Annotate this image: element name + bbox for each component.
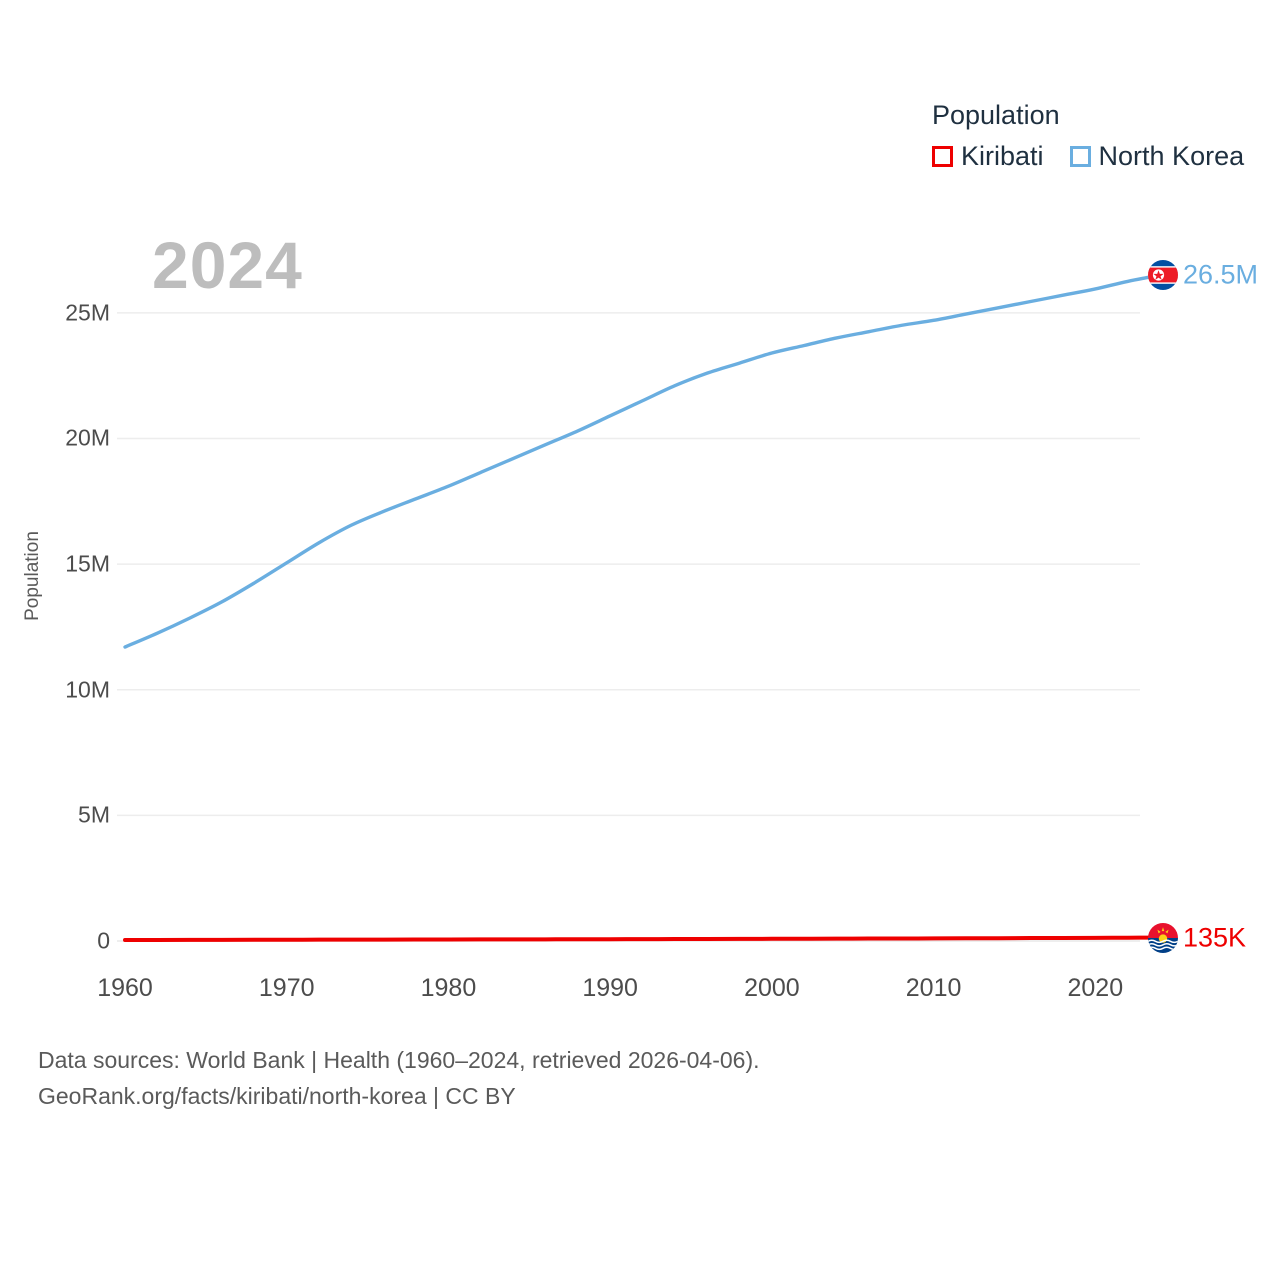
series-line-north-korea	[123, 273, 1162, 649]
kiribati-value-label: 135K	[1183, 922, 1247, 953]
x-tick-label: 1990	[582, 974, 638, 1002]
legend-title: Population	[932, 100, 1060, 130]
legend: Population Kiribati North Korea	[930, 98, 1250, 172]
y-tick-label: 0	[97, 927, 110, 954]
footer-line-2: GeoRank.org/facts/kiribati/north-korea |…	[38, 1082, 516, 1109]
series-line-kiribati	[123, 935, 1162, 942]
y-tick-label: 5M	[78, 801, 110, 828]
legend-item-north-korea[interactable]: North Korea	[1069, 141, 1245, 172]
x-tick-label: 2020	[1067, 974, 1124, 1002]
legend-swatch-kiribati	[932, 146, 953, 168]
kiribati-flag-icon	[1148, 922, 1178, 953]
legend-label-north-korea: North Korea	[1098, 141, 1245, 172]
footer-sources: Data sources: World Bank | Health (1960–…	[38, 1043, 760, 1114]
y-tick-label: 20M	[65, 424, 110, 451]
y-tick-label: 10M	[65, 676, 110, 703]
legend-label-kiribati: Kiribati	[961, 141, 1044, 172]
x-tick-label: 1960	[97, 974, 153, 1002]
legend-swatch-north-korea	[1069, 146, 1091, 168]
x-tick-label: 2010	[905, 974, 962, 1002]
north-korea-value-label: 26.5M	[1183, 259, 1259, 290]
x-tick-label: 1970	[258, 974, 315, 1002]
y-axis-ticks: 0 5M 10M 15M 20M 25M	[0, 0, 110, 1280]
x-tick-label: 1980	[420, 974, 477, 1002]
x-tick-label: 2000	[744, 974, 800, 1002]
year-badge: 2024	[152, 228, 303, 302]
series-lines	[123, 273, 1162, 942]
legend-item-kiribati[interactable]: Kiribati	[932, 141, 1044, 172]
y-tick-label: 25M	[65, 299, 110, 326]
y-tick-label: 15M	[65, 550, 110, 577]
footer-line-1: Data sources: World Bank | Health (1960–…	[38, 1047, 760, 1073]
north-korea-flag-icon	[1148, 260, 1178, 291]
